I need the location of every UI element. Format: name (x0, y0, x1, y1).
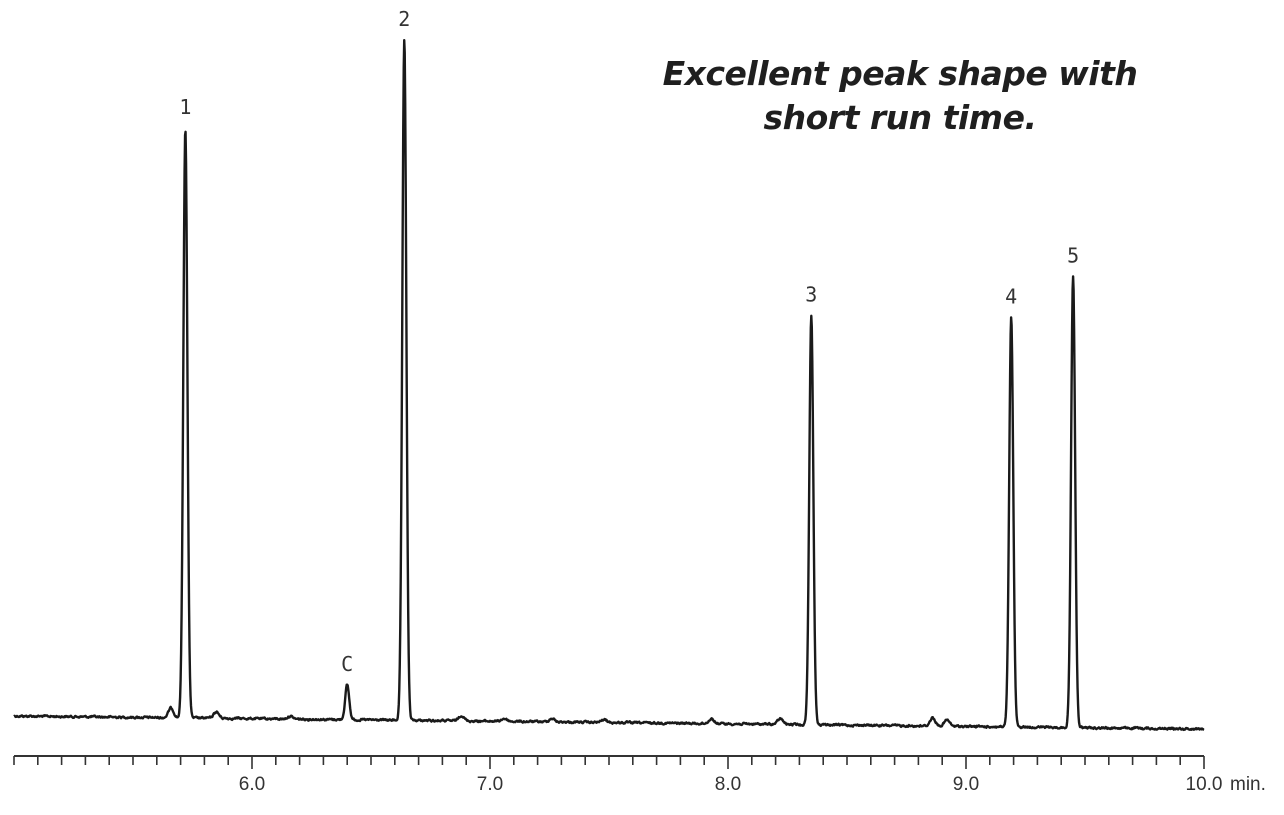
annotation-line-2: short run time. (763, 98, 1037, 137)
x-axis-unit-label: min. (1230, 774, 1266, 795)
peak-label-c: C (341, 652, 353, 676)
peak-label-4: 4 (1005, 284, 1017, 308)
peak-labels: 1 C 2 3 4 5 (179, 7, 1079, 676)
chart-annotation: Excellent peak shape with short run time… (640, 52, 1160, 140)
x-tick-label: 9.0 (953, 774, 979, 795)
peak-label-1: 1 (179, 95, 191, 119)
chromatogram-trace (13, 38, 1205, 732)
peak-label-2: 2 (398, 7, 410, 31)
annotation-line-1: Excellent peak shape with (662, 54, 1138, 93)
chromatogram-trace-group (13, 38, 1205, 732)
x-axis: 6.0 7.0 8.0 9.0 10.0 min. (13, 755, 1266, 795)
peak-label-3: 3 (805, 282, 817, 306)
x-tick-label: 7.0 (477, 774, 503, 795)
x-tick-label: 6.0 (239, 774, 265, 795)
x-tick-label: 8.0 (715, 774, 741, 795)
x-tick-label: 10.0 (1186, 774, 1223, 795)
peak-label-5: 5 (1067, 244, 1079, 268)
